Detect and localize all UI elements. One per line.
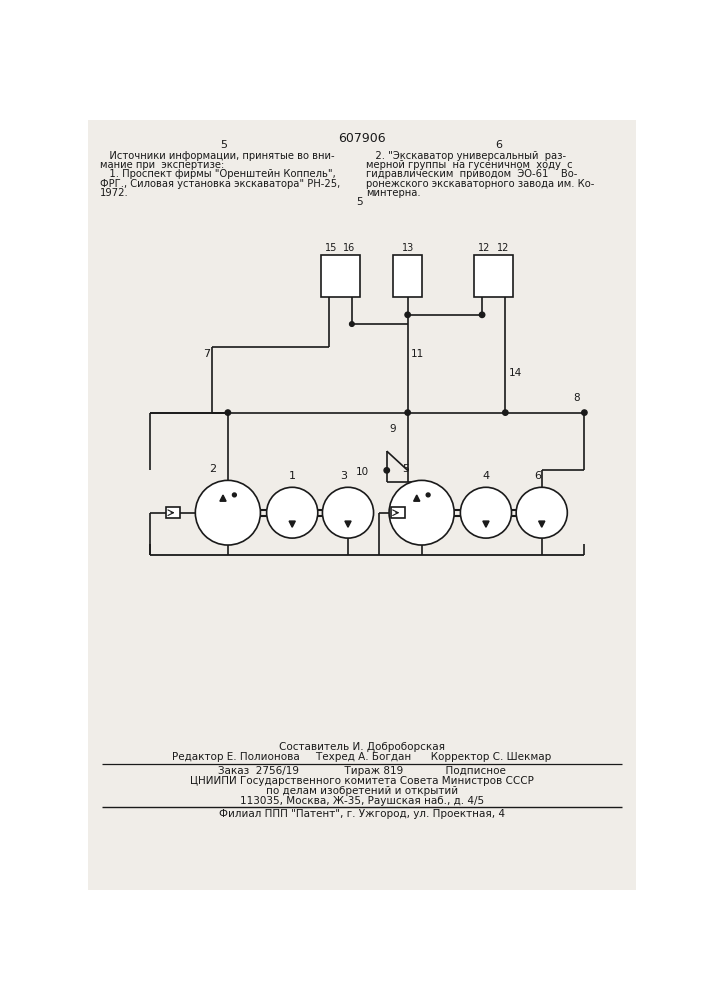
Text: 14: 14	[508, 368, 522, 378]
Text: 16: 16	[344, 243, 356, 253]
Circle shape	[479, 312, 485, 318]
Bar	[321, 255, 360, 297]
Polygon shape	[220, 495, 226, 501]
Polygon shape	[483, 521, 489, 527]
Text: мерной группы  на гусеничном  ходу  с: мерной группы на гусеничном ходу с	[366, 160, 573, 170]
Text: 12: 12	[497, 243, 509, 253]
Text: минтерна.: минтерна.	[366, 188, 421, 198]
Polygon shape	[289, 521, 296, 527]
Text: мание при  экспертизе:: мание при экспертизе:	[100, 160, 224, 170]
Text: гидравлическим  приводом  ЭО-61    Во-: гидравлическим приводом ЭО-61 Во-	[366, 169, 577, 179]
Text: 5: 5	[221, 140, 228, 150]
Text: 6: 6	[496, 140, 503, 150]
Text: 5: 5	[356, 197, 363, 207]
Text: по делам изобретений и открытий: по делам изобретений и открытий	[266, 786, 458, 796]
Text: Составитель И. Доброборская: Составитель И. Доброборская	[279, 742, 445, 752]
Circle shape	[225, 410, 230, 415]
Bar	[166, 507, 180, 518]
Text: 15: 15	[325, 243, 337, 253]
Polygon shape	[539, 521, 545, 527]
Circle shape	[384, 468, 390, 473]
Bar	[474, 255, 513, 297]
Polygon shape	[345, 521, 351, 527]
Text: 12: 12	[478, 243, 491, 253]
Text: 11: 11	[411, 349, 424, 359]
Text: ЦНИИПИ Государственного комитета Совета Министров СССР: ЦНИИПИ Государственного комитета Совета …	[190, 776, 534, 786]
Circle shape	[426, 493, 430, 497]
Polygon shape	[414, 495, 420, 501]
Circle shape	[267, 487, 317, 538]
Text: 2. "Экскаватор универсальный  раз-: 2. "Экскаватор универсальный раз-	[366, 151, 566, 161]
Text: 10: 10	[356, 467, 369, 477]
Text: Филиал ППП "Патент", г. Ужгород, ул. Проектная, 4: Филиал ППП "Патент", г. Ужгород, ул. Про…	[219, 809, 505, 819]
Circle shape	[516, 487, 567, 538]
Text: 5: 5	[402, 464, 409, 474]
Text: 2: 2	[209, 464, 216, 474]
Text: 13: 13	[402, 243, 414, 253]
Bar	[393, 255, 422, 297]
Text: 4: 4	[482, 471, 489, 481]
Text: ФРГ., Силовая установка экскаватора" РН-25,: ФРГ., Силовая установка экскаватора" РН-…	[100, 179, 340, 189]
Bar	[391, 507, 404, 518]
Circle shape	[582, 410, 587, 415]
Text: 6: 6	[534, 471, 542, 481]
Circle shape	[233, 493, 236, 497]
Text: 8: 8	[573, 393, 579, 403]
Text: Редактор Е. Полионова     Техред А. Богдан      Корректор С. Шекмар: Редактор Е. Полионова Техред А. Богдан К…	[173, 752, 551, 762]
Text: Заказ  2756/19              Тираж 819             Подписное: Заказ 2756/19 Тираж 819 Подписное	[218, 766, 506, 776]
Text: 3: 3	[341, 471, 348, 481]
Text: 7: 7	[203, 349, 210, 359]
Circle shape	[405, 312, 410, 318]
Text: 1. Проспект фирмы "Оренштейн Коппель",: 1. Проспект фирмы "Оренштейн Коппель",	[100, 169, 336, 179]
Text: 113035, Москва, Ж-35, Раушская наб., д. 4/5: 113035, Москва, Ж-35, Раушская наб., д. …	[240, 796, 484, 806]
Text: 607906: 607906	[338, 132, 386, 145]
Circle shape	[460, 487, 512, 538]
Circle shape	[503, 410, 508, 415]
Circle shape	[349, 322, 354, 326]
Text: 1: 1	[288, 471, 296, 481]
Text: 9: 9	[389, 424, 396, 434]
Circle shape	[322, 487, 373, 538]
Circle shape	[389, 480, 454, 545]
Text: 1972.: 1972.	[100, 188, 129, 198]
Circle shape	[195, 480, 260, 545]
Text: Источники информации, принятые во вни-: Источники информации, принятые во вни-	[100, 151, 334, 161]
Text: ронежского экскаваторного завода им. Ко-: ронежского экскаваторного завода им. Ко-	[366, 179, 594, 189]
Circle shape	[405, 410, 410, 415]
